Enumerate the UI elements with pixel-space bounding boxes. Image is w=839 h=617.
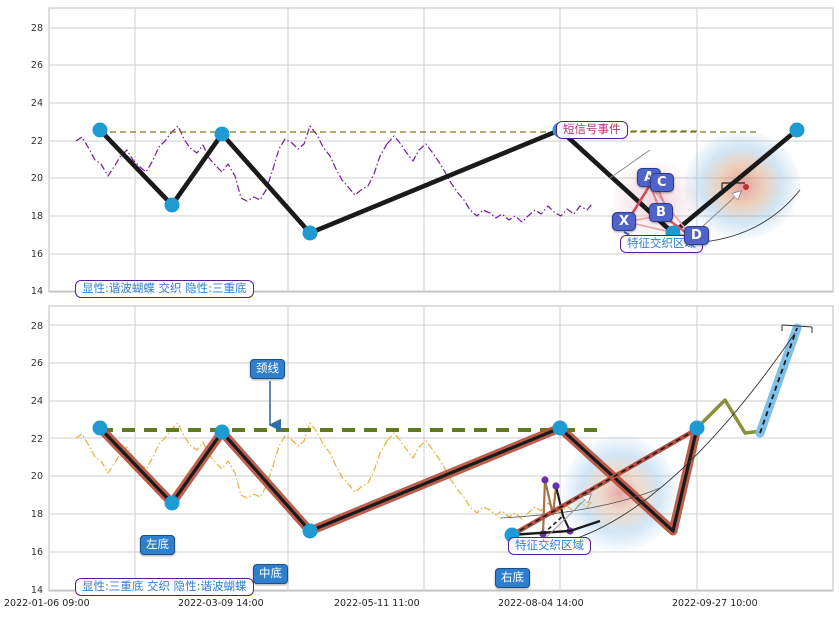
bottom-ytick-20: 20: [30, 471, 43, 482]
top-ytick-28: 28: [30, 23, 43, 34]
bottom-ytick-28: 28: [30, 321, 43, 332]
bottom-chart-panel: 28 26 24 22 20 18 16 14 颈线 左底 中底 右底 特征交织…: [0, 303, 839, 596]
bottom-feature-zone-label[interactable]: 特征交织区域: [508, 537, 591, 555]
top-ytick-20: 20: [30, 173, 43, 184]
harmonic-point-d[interactable]: D: [684, 226, 709, 245]
xtick-2: 2022-05-11 11:00: [334, 598, 420, 609]
top-ytick-22: 22: [30, 136, 43, 147]
bottom-ytick-22: 22: [30, 434, 43, 445]
bottom-target-crosshair: [781, 324, 813, 333]
bottom-ytick-14: 14: [30, 585, 43, 596]
top-ytick-16: 16: [30, 249, 43, 260]
bottom-breakout-ray: [510, 427, 699, 537]
top-ytick-18: 18: [30, 211, 43, 222]
top-ytick-14: 14: [30, 286, 43, 297]
bottom-signal-glow: [562, 435, 678, 551]
bottom-pattern-summary-label[interactable]: 显性:三重底 交织 隐性:谐波蝴蝶: [75, 578, 254, 596]
xtick-0: 2022-01-06 09:00: [4, 598, 90, 609]
top-signal-glow: [684, 131, 800, 239]
top-price-noise-line: [75, 125, 388, 202]
bottom-v-gridlines: [134, 306, 698, 591]
bottom-harmonic-subpattern: [509, 476, 601, 538]
bottom-ytick-18: 18: [30, 509, 43, 520]
bottom-ytick-26: 26: [30, 358, 43, 369]
bottom-ytick-16: 16: [30, 547, 43, 558]
top-ytick-24: 24: [30, 98, 43, 109]
top-price-noise-line-2: [386, 135, 594, 223]
bottom-ytick-24: 24: [30, 396, 43, 407]
left-bottom-label[interactable]: 左底: [140, 535, 175, 555]
xtick-4: 2022-09-27 10:00: [672, 598, 758, 609]
xtick-1: 2022-03-09 14:00: [178, 598, 264, 609]
mid-bottom-label[interactable]: 中底: [253, 564, 288, 584]
top-feature-zone-label[interactable]: 特征交织区域: [620, 235, 703, 253]
top-v-gridlines: [134, 8, 698, 292]
top-chart-svg: [48, 7, 834, 293]
harmonic-point-c[interactable]: C: [650, 173, 674, 192]
top-ytick-26: 26: [30, 60, 43, 71]
bottom-price-noise-line-2: [386, 432, 594, 520]
bottom-projection-line: [759, 327, 798, 434]
x-axis: 2022-01-06 09:00 2022-03-09 14:00 2022-0…: [0, 594, 839, 617]
bottom-leader-curve: [499, 487, 661, 519]
harmonic-point-b[interactable]: B: [649, 203, 673, 222]
bottom-olive-retrace: [695, 398, 763, 435]
top-signal-crosshair: [721, 182, 749, 192]
xtick-3: 2022-08-04 14:00: [498, 598, 584, 609]
right-bottom-label[interactable]: 右底: [495, 568, 530, 588]
neckline-label[interactable]: 颈线: [250, 359, 285, 379]
top-chart-panel: 28 26 24 22 20 18 16 14 短信号事件 特征交织区域 显性:…: [0, 0, 839, 303]
top-pattern-summary-label[interactable]: 显性:谐波蝴蝶 交织 隐性:三重底: [75, 280, 254, 298]
harmonic-point-x[interactable]: X: [612, 212, 637, 231]
short-signal-event-label[interactable]: 短信号事件: [556, 121, 628, 139]
bottom-chart-svg: [48, 305, 834, 592]
bottom-price-noise-line: [75, 422, 388, 499]
top-pattern-leader: [609, 149, 651, 179]
bottom-h-gridlines: [49, 324, 833, 591]
